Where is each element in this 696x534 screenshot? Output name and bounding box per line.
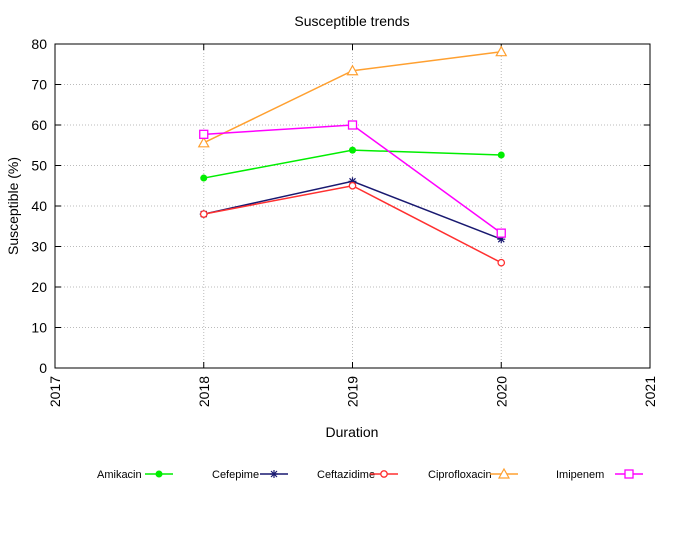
legend-label: Amikacin: [97, 469, 142, 481]
data-point: [349, 146, 356, 154]
y-tick-label: 20: [31, 279, 47, 295]
y-tick-label: 10: [31, 320, 47, 336]
y-tick-label: 30: [31, 239, 47, 255]
data-point: [497, 151, 505, 159]
legend-label: Ciprofloxacin: [428, 469, 492, 481]
legend-marker: [380, 470, 388, 478]
y-tick-label: 60: [31, 117, 47, 133]
data-point: [346, 64, 359, 76]
series-ceftazidime: [199, 181, 506, 267]
legend-label: Ceftazidime: [317, 469, 375, 481]
data-point: [197, 136, 210, 148]
plot-frame: [54, 43, 651, 369]
y-tick-label: 80: [31, 36, 47, 52]
y-axis-label: Susceptible (%): [5, 157, 21, 255]
series-amikacin: [200, 146, 505, 182]
legend-marker: [270, 470, 278, 478]
ticks: 0 10 20 30 40 50 60 70 80 2017 2018 2019 2020 2021: [31, 36, 658, 407]
data-point: [496, 228, 506, 238]
legend-label: Cefepime: [212, 469, 259, 481]
data-point: [497, 258, 506, 267]
data-point: [200, 174, 208, 182]
grid: [55, 44, 650, 368]
x-axis-label: Duration: [326, 424, 379, 440]
legend-marker: [624, 469, 634, 479]
x-tick-label: 2017: [47, 376, 63, 407]
series-imipenem: [199, 120, 506, 238]
x-tick-label: 2020: [493, 376, 509, 407]
data-point: [199, 210, 208, 218]
y-tick-label: 50: [31, 158, 47, 174]
legend-marker: [497, 467, 511, 479]
y-tick-label: 70: [31, 77, 47, 93]
data-point: [348, 177, 357, 186]
series-ciprofloxacin: [197, 45, 508, 148]
chart-title: Susceptible trends: [294, 13, 409, 29]
series-layer: [197, 45, 508, 267]
data-point: [497, 235, 506, 244]
data-point: [495, 45, 508, 57]
legend-label: Imipenem: [556, 469, 604, 481]
legend: Amikacin Cefepime Ceftazidime Ciprofloxacin…: [97, 467, 643, 481]
legend-marker: [155, 470, 163, 478]
data-point: [199, 129, 209, 139]
data-point: [348, 181, 357, 190]
x-tick-label: 2021: [642, 376, 658, 407]
x-tick-label: 2019: [345, 376, 361, 407]
y-tick-label: 40: [31, 198, 47, 214]
y-tick-label: 0: [39, 360, 47, 376]
data-point: [347, 120, 358, 130]
x-tick-label: 2018: [196, 376, 212, 407]
